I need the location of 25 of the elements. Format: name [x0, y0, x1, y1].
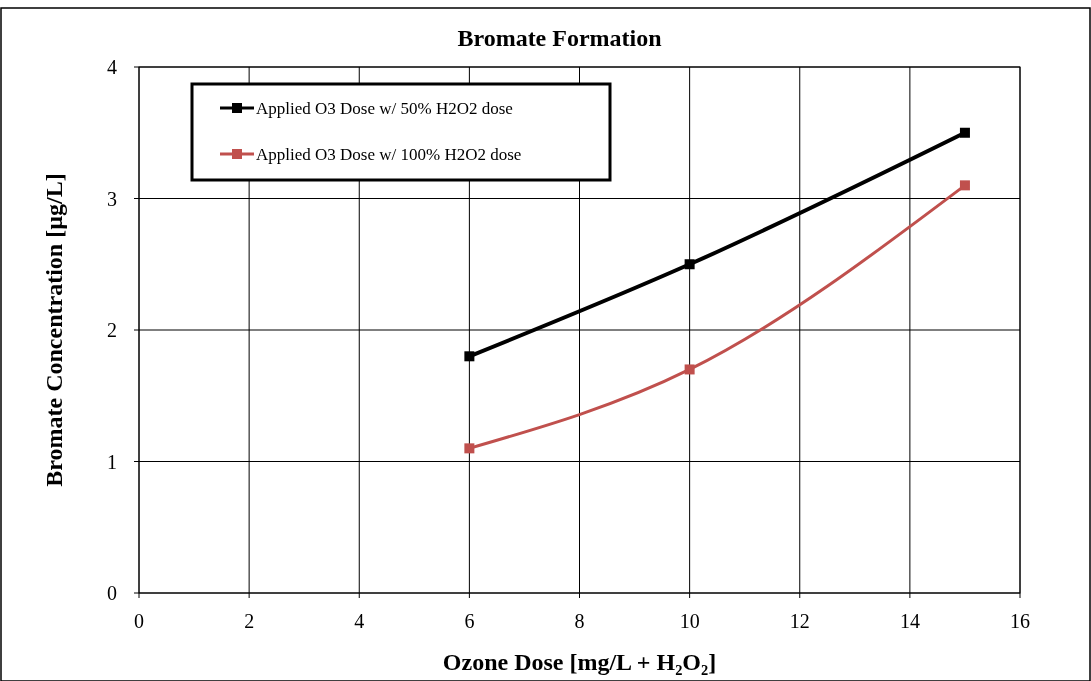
x-tick-label: 0: [134, 610, 144, 632]
x-tick-label: 4: [354, 610, 365, 632]
x-tick-label: 14: [899, 610, 920, 632]
x-tick-label: 12: [789, 610, 810, 632]
y-tick-label: 1: [107, 450, 117, 473]
x-axis-title: Ozone Dose [mg/L + H₂O₂]: [442, 649, 717, 675]
x-tick-label: 10: [679, 610, 700, 632]
point: [464, 351, 475, 362]
y-tick-label: 0: [107, 582, 117, 604]
point: [684, 259, 695, 270]
legend-label: Applied O3 Dose w/ 100% H2O2 dose: [256, 145, 522, 164]
point: [959, 180, 970, 191]
point: [464, 443, 475, 454]
chart-title: Bromate Formation: [457, 25, 662, 51]
legend-label: Applied O3 Dose w/ 50% H2O2 dose: [256, 99, 513, 118]
y-tick-label: 4: [107, 56, 117, 78]
y-tick-label: 3: [107, 187, 117, 210]
point: [684, 364, 695, 375]
y-tick-label: 2: [107, 319, 117, 341]
x-tick-label: 16: [1010, 610, 1030, 632]
y-axis-title: Bromate Concentration [µg/L]: [41, 173, 67, 487]
x-tick-label: 8: [574, 610, 585, 632]
point: [959, 127, 970, 138]
x-tick-label: 2: [244, 610, 255, 632]
x-tick-label: 6: [464, 610, 475, 632]
